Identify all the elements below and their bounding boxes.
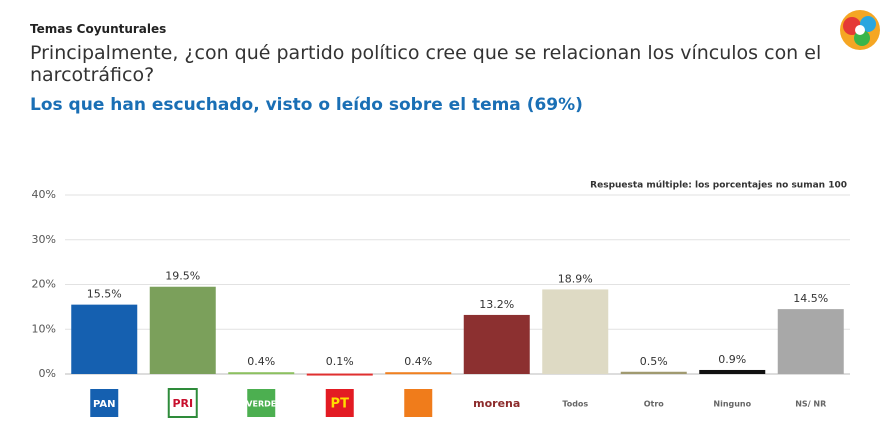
x-tick-label: PRI xyxy=(172,397,193,410)
party-logo xyxy=(404,389,433,417)
x-tick-label: morena xyxy=(473,397,520,410)
value-label: 13.2% xyxy=(479,298,514,311)
value-label: 19.5% xyxy=(165,270,200,283)
brand-logo xyxy=(840,10,880,50)
value-label: 0.5% xyxy=(640,355,668,368)
value-label: 0.9% xyxy=(718,353,746,366)
bar xyxy=(777,309,844,374)
y-tick-label: 20% xyxy=(32,278,56,291)
y-tick-label: 40% xyxy=(32,188,56,201)
bar xyxy=(149,286,216,374)
x-tick-label: Ninguno xyxy=(713,400,751,409)
x-tick-label: Otro xyxy=(644,400,665,409)
bar xyxy=(620,371,687,374)
bar xyxy=(463,314,530,374)
x-tick-label: Todos xyxy=(562,400,588,409)
chart-subtitle: Los que han escuchado, visto o leído sob… xyxy=(30,95,583,115)
x-tick-label: VERDE xyxy=(246,400,276,409)
bar xyxy=(71,304,138,374)
party-logo xyxy=(325,389,354,417)
value-label: 0.1% xyxy=(326,355,354,368)
bar xyxy=(306,373,373,376)
x-tick-label: PT xyxy=(331,397,350,412)
value-label: 15.5% xyxy=(87,288,122,301)
bar xyxy=(385,372,452,375)
value-label: 18.9% xyxy=(558,272,593,285)
party-logo xyxy=(90,389,119,417)
x-tick-label: NS/ NR xyxy=(795,400,826,409)
value-label: 0.4% xyxy=(247,355,275,368)
x-tick-label: PAN xyxy=(93,399,116,410)
y-tick-label: 30% xyxy=(32,233,56,246)
y-tick-label: 0% xyxy=(39,367,56,380)
value-label: 14.5% xyxy=(793,292,828,305)
bar xyxy=(228,372,295,375)
bar xyxy=(699,369,766,374)
chart-note: Respuesta múltiple: los porcentajes no s… xyxy=(590,181,847,191)
value-label: 0.4% xyxy=(404,355,432,368)
y-tick-label: 10% xyxy=(32,322,56,335)
chart-title: Principalmente, ¿con qué partido polític… xyxy=(30,42,822,86)
bar xyxy=(542,289,609,374)
party-logo xyxy=(167,388,198,418)
kicker: Temas Coyunturales xyxy=(30,22,167,36)
party-logo xyxy=(247,389,276,417)
